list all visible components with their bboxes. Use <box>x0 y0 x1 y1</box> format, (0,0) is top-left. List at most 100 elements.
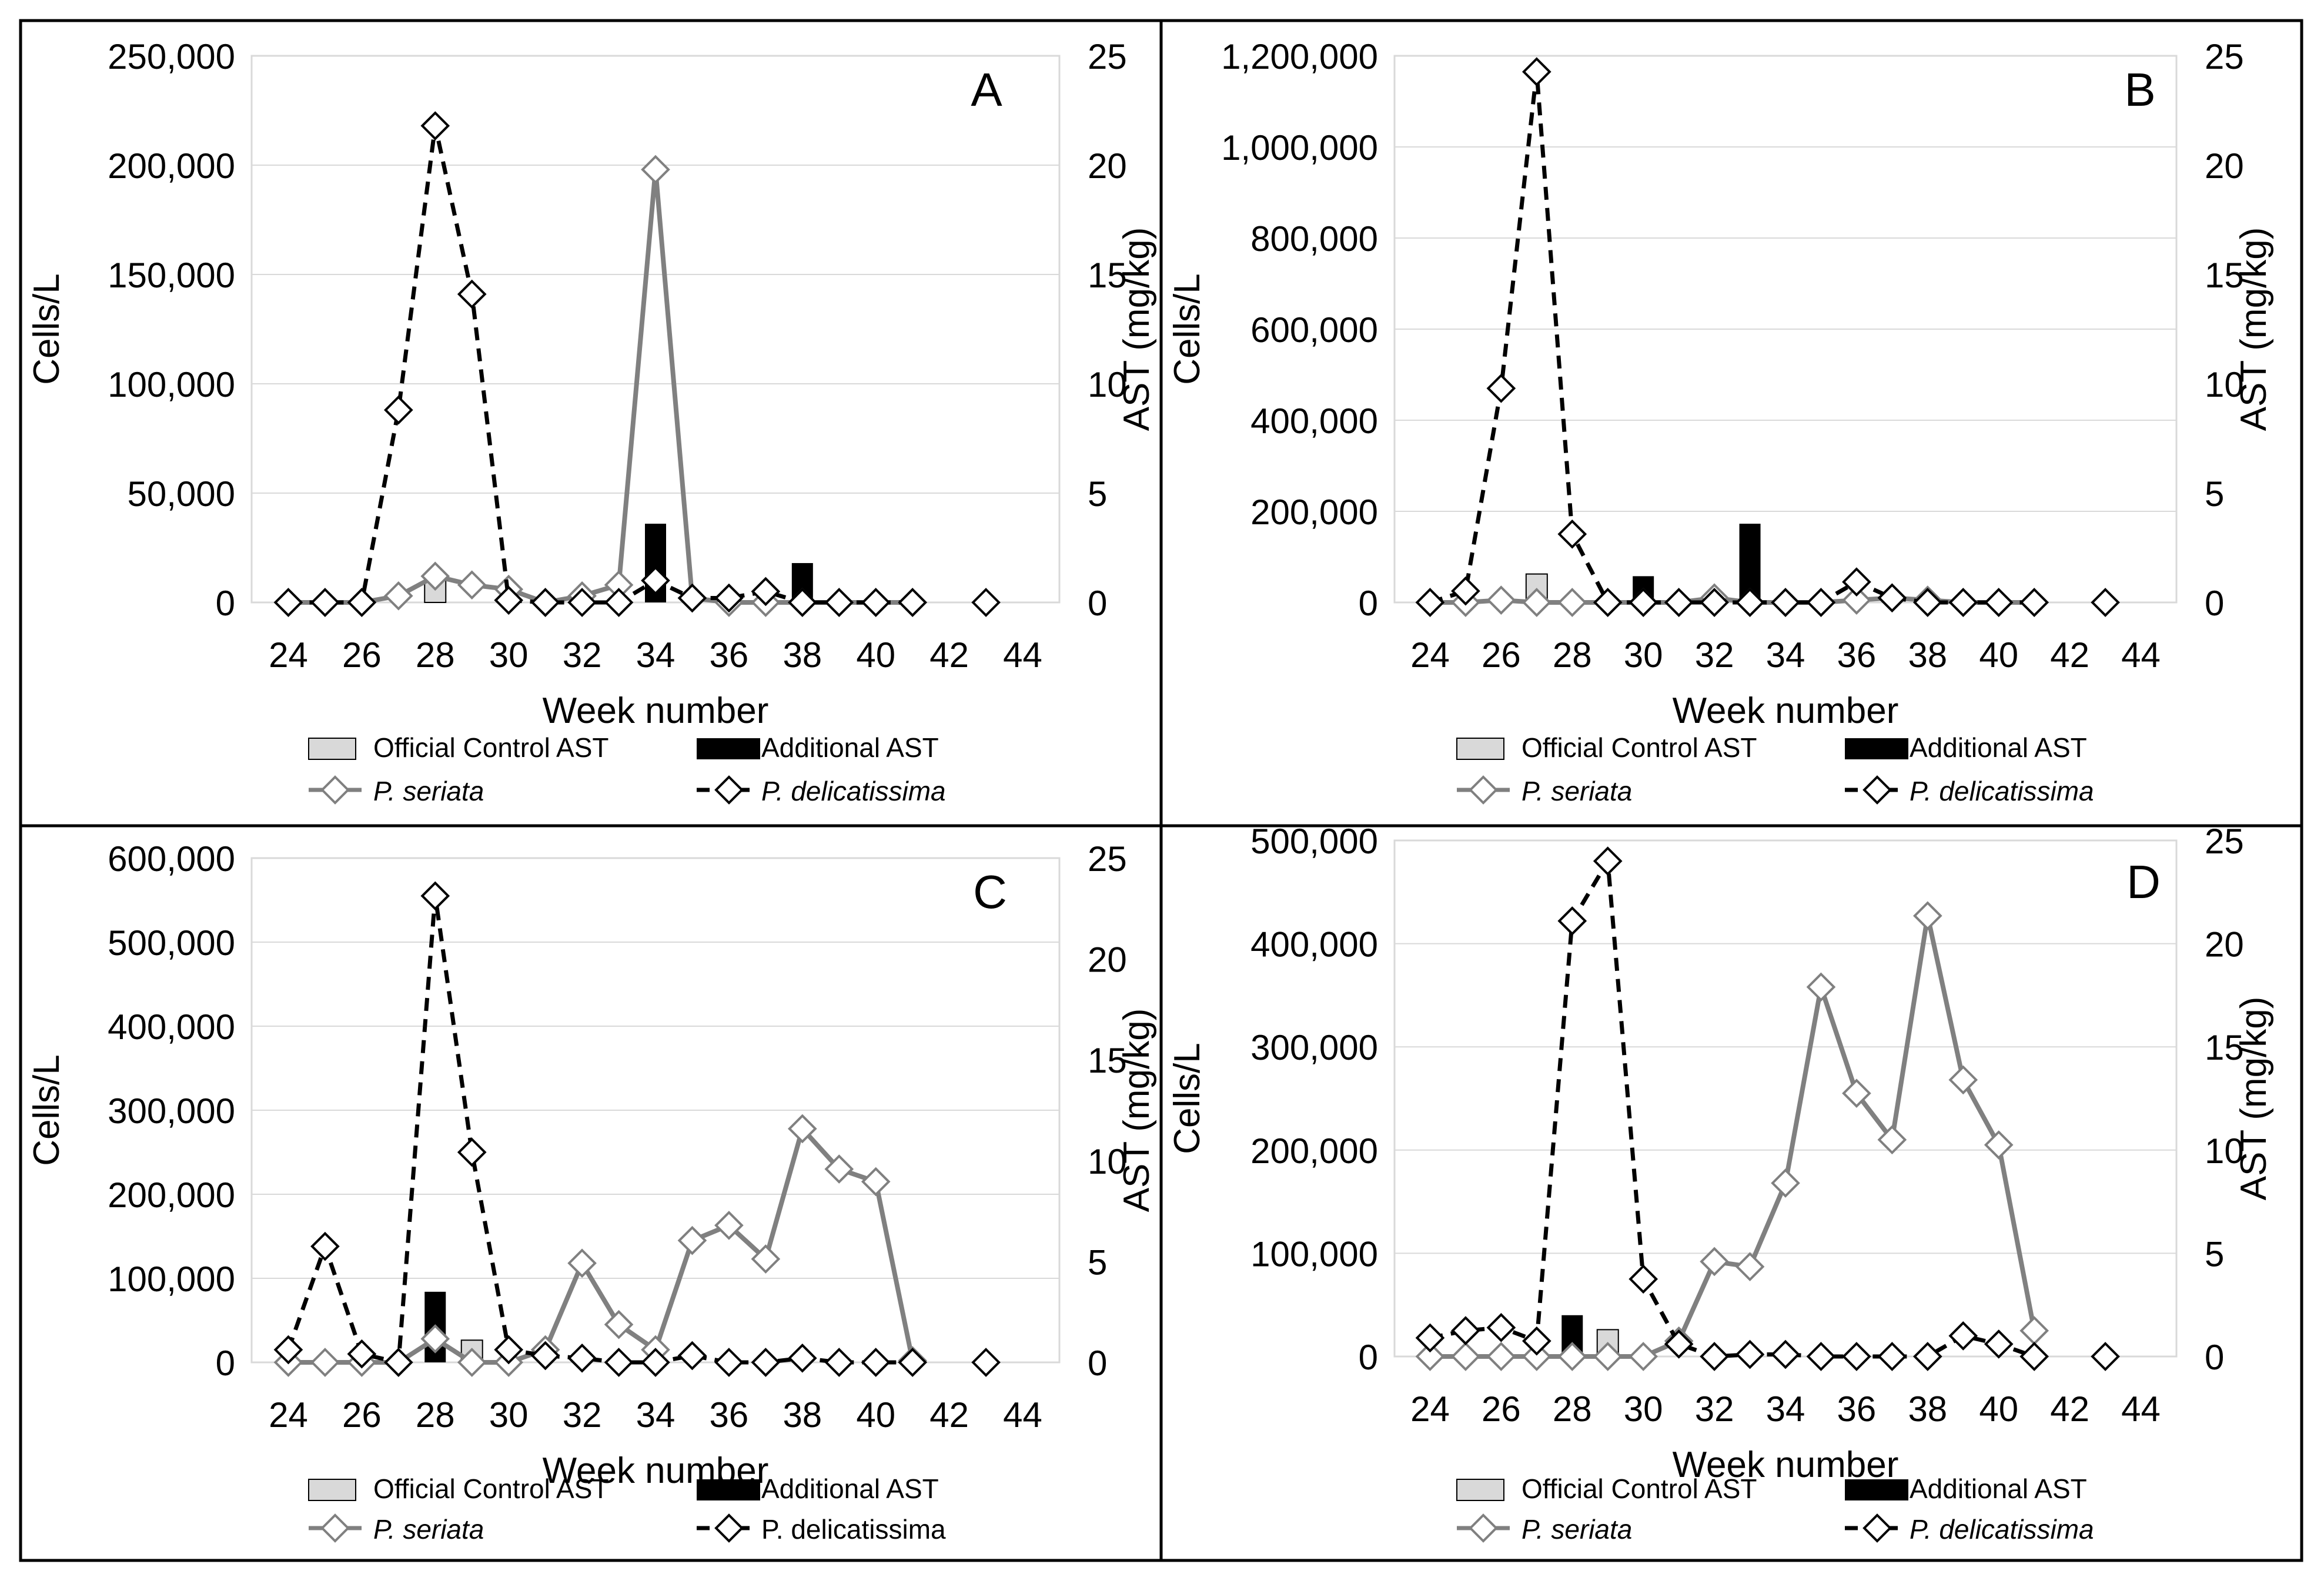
y2-tick-label: 20 <box>1088 940 1127 980</box>
x-axis-title: Week number <box>1673 1445 1899 1485</box>
delicatissima-marker <box>714 1348 744 1377</box>
y-tick-label: 100,000 <box>108 1260 235 1299</box>
seriata-marker <box>1735 1252 1765 1282</box>
delicatissima-marker <box>971 588 1001 617</box>
delicatissima-marker <box>2019 1342 2049 1371</box>
y2-tick-label: 15 <box>1088 1041 1127 1080</box>
x-tick-label: 30 <box>489 1395 529 1435</box>
y-tick-label: 50,000 <box>127 474 235 514</box>
y2-tick-label: 10 <box>2205 1131 2244 1171</box>
chart-panel-b: 0 200,000 400,000 600,000 800,000 1,000,000 1,… <box>1167 37 2274 806</box>
seriata-marker <box>714 1211 744 1240</box>
x-tick-label: 38 <box>783 1395 822 1435</box>
delicatissima-marker <box>1415 588 1445 617</box>
delicatissima-line <box>288 123 913 605</box>
seriata-marker <box>310 1348 340 1377</box>
x-tick-label: 42 <box>929 635 969 675</box>
panel-label: A <box>971 63 1002 116</box>
delicatissima-marker <box>677 1341 707 1371</box>
delicatissima-marker <box>530 588 560 617</box>
delicatissima-marker <box>1912 1342 1942 1371</box>
plot-area <box>250 55 1061 604</box>
y2-tick-label: 25 <box>2205 822 2244 861</box>
x-tick-label: 28 <box>416 635 455 675</box>
x-tick-label: 44 <box>2121 1389 2161 1429</box>
delicatissima-marker <box>824 588 854 617</box>
x-tick-label: 40 <box>1979 635 2018 675</box>
seriata-marker <box>861 1167 891 1197</box>
y2-tick-label: 0 <box>2205 1338 2224 1377</box>
seriata-marker <box>1842 585 1871 615</box>
legend-additional-swatch <box>1845 738 1908 759</box>
delicatissima-marker <box>1877 583 1907 613</box>
legend: Official Control AST Additional AST P. ser… <box>308 732 946 806</box>
delicatissima-marker <box>787 588 817 617</box>
seriata-line <box>288 1126 915 1365</box>
y-tick-label: 400,000 <box>1250 401 1378 441</box>
seriata-marker <box>420 561 450 591</box>
delicatissima-marker <box>1451 576 1480 606</box>
seriata-marker <box>641 155 670 185</box>
delicatissima-marker <box>898 588 928 617</box>
y2-tick-label: 5 <box>1088 1242 1107 1282</box>
delicatissima-marker <box>971 1348 1001 1377</box>
legend-delicatissima-label: P. delicatissima <box>761 776 946 806</box>
y-tick-label: 300,000 <box>108 1091 235 1131</box>
legend-delicatissima-marker <box>714 1513 744 1543</box>
y-tick-label: 400,000 <box>108 1007 235 1047</box>
delicatissima-marker <box>1948 1321 1978 1351</box>
legend-official-swatch <box>1456 738 1504 760</box>
delicatissima-marker <box>2091 1342 2120 1371</box>
legend-seriata-label: P. seriata <box>373 1514 484 1545</box>
delicatissima-marker <box>494 1335 524 1365</box>
seriata-marker <box>751 1244 781 1274</box>
delicatissima-marker <box>567 1344 597 1373</box>
y-tick-label: 100,000 <box>108 365 235 404</box>
legend-additional-label: Additional AST <box>761 1473 939 1504</box>
y-tick-label: 300,000 <box>1250 1028 1378 1067</box>
delicatissima-marker <box>273 1335 303 1365</box>
legend-seriata-marker <box>1469 775 1498 805</box>
delicatissima-marker <box>1700 1342 1729 1371</box>
x-tick-label: 38 <box>783 635 822 675</box>
x-tick-label: 34 <box>1766 1389 1805 1429</box>
y-tick-label: 200,000 <box>108 146 235 186</box>
x-tick-label: 36 <box>1837 635 1877 675</box>
legend-additional-label: Additional AST <box>1910 732 2087 763</box>
y2-tick-label: 15 <box>1088 256 1127 295</box>
x-tick-label: 42 <box>2050 1389 2089 1429</box>
y2-tick-label: 0 <box>1088 584 1107 623</box>
seriata-marker <box>2019 1316 2049 1345</box>
legend: Official Control AST Additional AST P. ser… <box>308 1473 946 1545</box>
y-tick-label: 500,000 <box>1250 822 1378 861</box>
delicatissima-marker <box>1593 846 1623 876</box>
x-tick-label: 44 <box>2121 635 2161 675</box>
legend-seriata-label: P. seriata <box>1522 1514 1632 1545</box>
legend-delicatissima-marker <box>714 775 744 805</box>
x-tick-label: 34 <box>1766 635 1805 675</box>
y-tick-label: 150,000 <box>108 256 235 295</box>
delicatissima-marker <box>420 881 450 911</box>
y2-axis-title: AST (mg/kg) <box>2233 997 2274 1201</box>
delicatissima-marker <box>383 395 413 425</box>
y2-tick-label: 5 <box>2205 1234 2224 1274</box>
seriata-marker <box>1771 1168 1800 1198</box>
seriata-marker <box>457 570 487 600</box>
delicatissima-line <box>1429 859 2035 1359</box>
delicatissima-marker <box>1842 1342 1871 1371</box>
x-tick-label: 28 <box>1553 635 1592 675</box>
x-axis-title: Week number <box>1673 691 1899 731</box>
delicatissima-marker <box>787 1344 817 1373</box>
delicatissima-marker <box>1557 906 1587 936</box>
legend-official-label: Official Control AST <box>1522 1473 1757 1504</box>
panel-label: C <box>973 866 1007 918</box>
y-tick-label: 0 <box>1359 1338 1378 1377</box>
x-tick-label: 42 <box>929 1395 969 1435</box>
x-tick-label: 44 <box>1003 1395 1042 1435</box>
delicatissima-marker <box>1700 588 1729 617</box>
seriata-line <box>288 167 913 605</box>
delicatissima-marker <box>420 111 450 140</box>
x-tick-label: 40 <box>856 635 895 675</box>
y-tick-label: 0 <box>216 1344 235 1383</box>
